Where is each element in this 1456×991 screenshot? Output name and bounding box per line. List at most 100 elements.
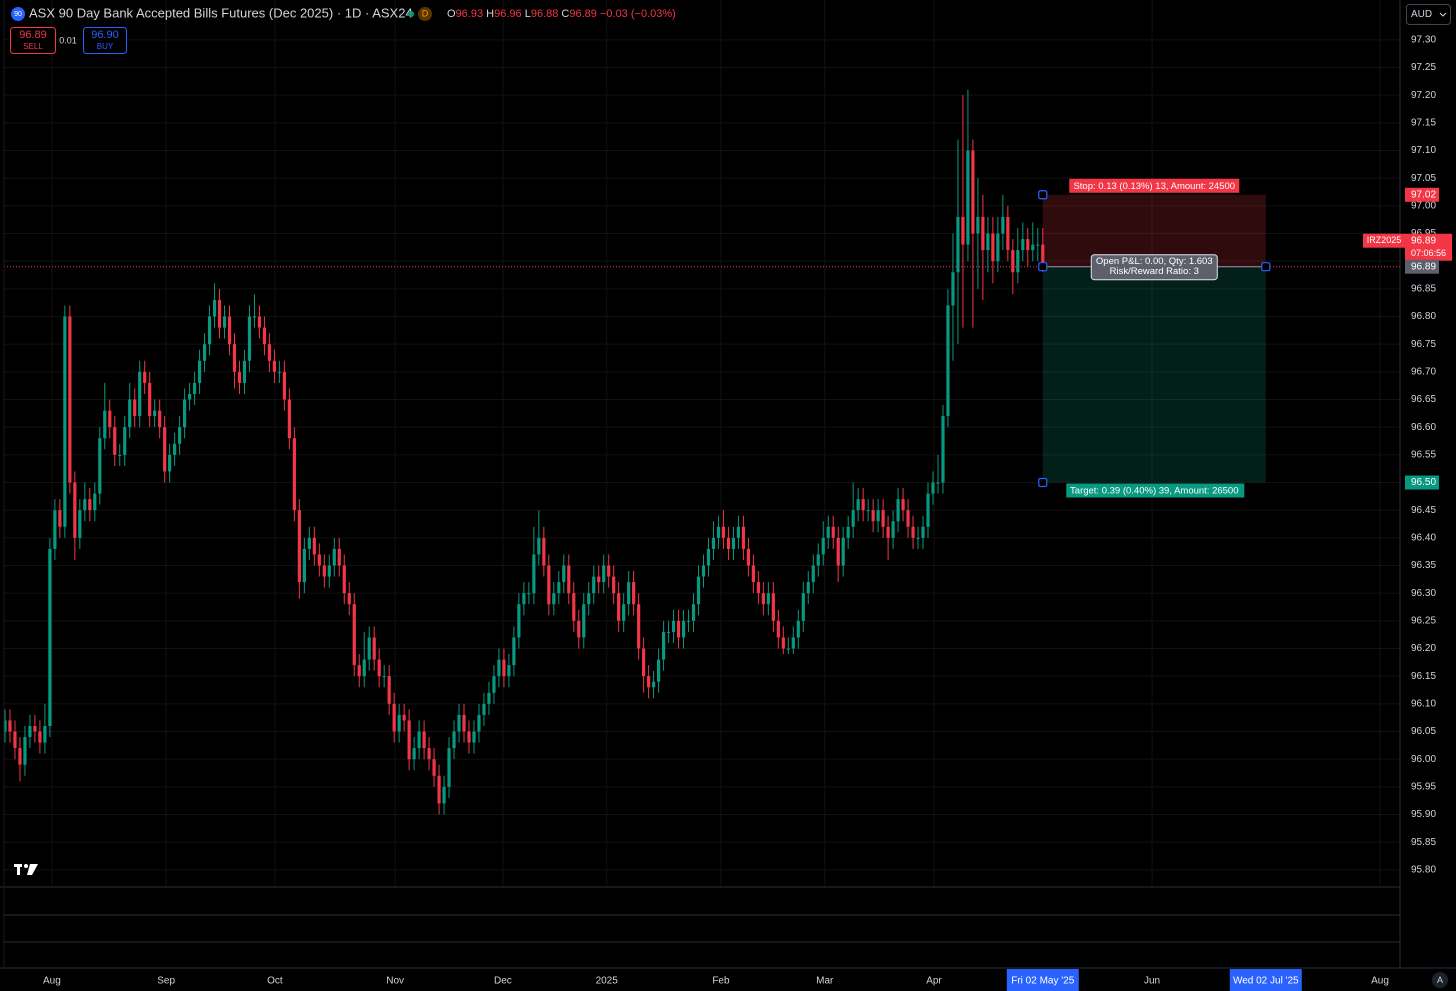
- candle-body: [457, 714, 461, 732]
- candle-body: [78, 510, 82, 538]
- y-tick-label: 96.25: [1411, 615, 1436, 626]
- candle-body: [267, 344, 272, 361]
- candle-body: [871, 510, 875, 522]
- candle-body: [178, 427, 182, 444]
- candle-body: [83, 499, 87, 511]
- last-price-bg: [1405, 233, 1452, 261]
- candle-body: [38, 731, 42, 743]
- x-tick-label: Dec: [494, 976, 512, 987]
- candle-body: [986, 233, 990, 251]
- sell-price[interactable]: 96.89: [19, 29, 47, 41]
- candle-body: [881, 510, 885, 527]
- currency-button[interactable]: [1406, 4, 1451, 25]
- candle-body: [252, 316, 257, 318]
- candle-body: [123, 427, 127, 455]
- candle-body: [741, 526, 746, 549]
- candle-body: [1011, 250, 1015, 273]
- ohlc-label: L: [525, 8, 531, 20]
- candle-body: [1031, 244, 1035, 251]
- auto-button[interactable]: [1432, 972, 1448, 988]
- y-tick-label: 96.15: [1411, 671, 1436, 682]
- candle-body: [442, 786, 446, 804]
- candle-body: [642, 648, 646, 677]
- candle-body: [622, 604, 626, 621]
- candle-body: [462, 714, 466, 732]
- candle-body: [936, 482, 940, 484]
- candle-body: [93, 493, 97, 511]
- candle-body: [222, 316, 227, 328]
- buy-box[interactable]: [83, 27, 127, 54]
- ohlc-label: H: [486, 8, 494, 20]
- candle-body: [916, 537, 920, 539]
- buy-label[interactable]: BUY: [97, 42, 114, 51]
- interval-badge: D: [422, 8, 429, 18]
- candle-body: [347, 593, 351, 605]
- candle-body: [327, 565, 331, 577]
- candle-body: [153, 410, 157, 417]
- x-tick-highlight: [1006, 969, 1079, 991]
- sell-box[interactable]: [10, 27, 56, 54]
- candle-body: [816, 554, 820, 566]
- candle-body: [287, 399, 291, 439]
- candle-body: [437, 775, 441, 804]
- candle-body: [572, 593, 576, 621]
- candle-body: [302, 548, 306, 583]
- y-tick-label: 96.35: [1411, 560, 1436, 571]
- logo-part: [24, 864, 28, 868]
- candle-body: [158, 410, 162, 428]
- candle-body: [761, 593, 765, 605]
- candle-body: [407, 720, 411, 760]
- candle-body: [701, 565, 706, 577]
- y-tick-label: 97.15: [1411, 117, 1436, 128]
- candle-body: [567, 565, 571, 594]
- candle-body: [617, 593, 621, 621]
- candle-body: [522, 593, 526, 605]
- buy-price[interactable]: 96.90: [91, 29, 119, 41]
- candle-body: [961, 216, 965, 245]
- buy-button[interactable]: 96.90 BUY: [83, 27, 127, 54]
- countdown: 07:06:56: [1411, 248, 1446, 258]
- candle-body: [956, 216, 960, 273]
- candle-body: [542, 537, 546, 566]
- candle-body: [771, 593, 775, 621]
- candle-body: [73, 482, 77, 538]
- candle-body: [337, 548, 341, 566]
- candle-body: [841, 537, 845, 566]
- y-tick-label: 96.45: [1411, 505, 1436, 516]
- candle-body: [257, 316, 262, 328]
- candle-body: [382, 676, 386, 678]
- candle-body: [387, 676, 391, 704]
- entry-price-bg: [1405, 259, 1439, 274]
- candle-body: [88, 499, 92, 511]
- candle-body: [207, 316, 212, 345]
- currency-label[interactable]: AUD: [1411, 9, 1432, 20]
- auto-label[interactable]: A: [1437, 975, 1443, 985]
- target-price-bg: [1405, 475, 1439, 490]
- candle-body: [143, 371, 147, 383]
- y-tick-label: 95.85: [1411, 837, 1436, 848]
- x-tick-label: Fri 02 May '25: [1011, 976, 1074, 987]
- x-tick-label: Aug: [1371, 976, 1389, 987]
- rr-label: Risk/Reward Ratio: 3: [1110, 266, 1199, 277]
- x-tick-label: Nov: [386, 976, 404, 987]
- spread: 0.01: [59, 35, 77, 45]
- currency-chevron: [1439, 12, 1447, 17]
- ohlc-value: 96.96: [494, 8, 522, 20]
- candle-body: [971, 150, 975, 234]
- candle-body: [317, 554, 321, 566]
- candle-body: [312, 537, 316, 555]
- candle-body: [941, 416, 945, 483]
- axes: 95.80 95.85 95.90 95.95 96.00 96.05 96.10 96.15…: [43, 34, 1452, 991]
- y-tick-label: 96.55: [1411, 449, 1436, 460]
- ohlc-legend: O96.93 H96.96 L96.88 C96.89 −0.03 (−0.03…: [447, 8, 676, 20]
- sell-button[interactable]: 96.89 SELL: [10, 27, 56, 54]
- candle-body: [951, 272, 955, 306]
- candle-body: [856, 499, 860, 511]
- y-tick-label: 96.05: [1411, 726, 1436, 737]
- candle-body: [187, 393, 192, 400]
- candle-body: [98, 438, 102, 494]
- candle-body: [671, 620, 676, 632]
- sell-label[interactable]: SELL: [23, 42, 43, 51]
- last-price: 96.89: [1411, 235, 1436, 246]
- candle-body: [173, 443, 177, 455]
